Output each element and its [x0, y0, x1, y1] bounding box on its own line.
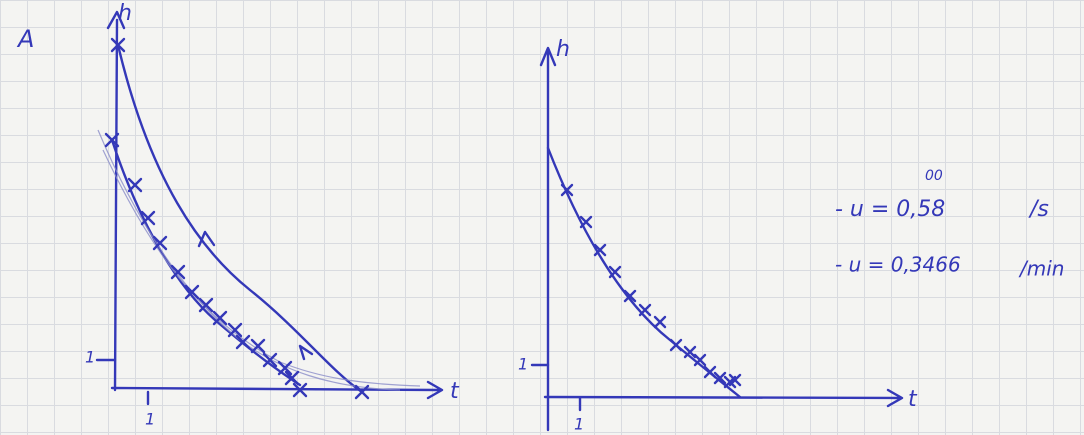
cross	[705, 367, 715, 377]
note: - u = 0,58	[835, 197, 945, 222]
curve	[548, 148, 740, 397]
y-axis	[108, 12, 124, 390]
cross	[581, 217, 591, 227]
y-label: h	[556, 37, 570, 62]
cross	[200, 299, 212, 311]
x-label: t	[450, 379, 460, 404]
fit-curve	[98, 130, 400, 390]
cross	[655, 317, 665, 327]
arrow	[300, 346, 312, 359]
note-unit: /min	[1018, 257, 1064, 281]
note: - u = 0,3466	[835, 253, 961, 277]
x-label: t	[908, 387, 918, 412]
lower-curve	[112, 140, 300, 385]
note-unit: /s	[1028, 197, 1049, 222]
sketch: A h t 1 1 h t 1 1 - u = 0,58 00 /s - u =…	[0, 0, 1084, 435]
y-label: h	[118, 1, 132, 26]
x-tick-label: 1	[574, 415, 584, 434]
ticks	[532, 365, 580, 410]
cross	[356, 386, 368, 398]
cross	[129, 179, 141, 191]
ticks	[97, 360, 148, 404]
y-tick-label: 1	[85, 348, 95, 367]
arrow	[199, 232, 214, 246]
x-axis	[545, 390, 902, 406]
y-tick-label: 1	[518, 355, 528, 374]
cross	[671, 340, 681, 350]
note-superscript: 00	[925, 168, 943, 184]
y-axis	[541, 48, 555, 430]
cross	[640, 305, 650, 315]
panel-label: A	[16, 25, 34, 53]
paper: A h t 1 1 h t 1 1 - u = 0,58 00 /s - u =…	[0, 0, 1084, 435]
x-tick-label: 1	[145, 410, 155, 429]
